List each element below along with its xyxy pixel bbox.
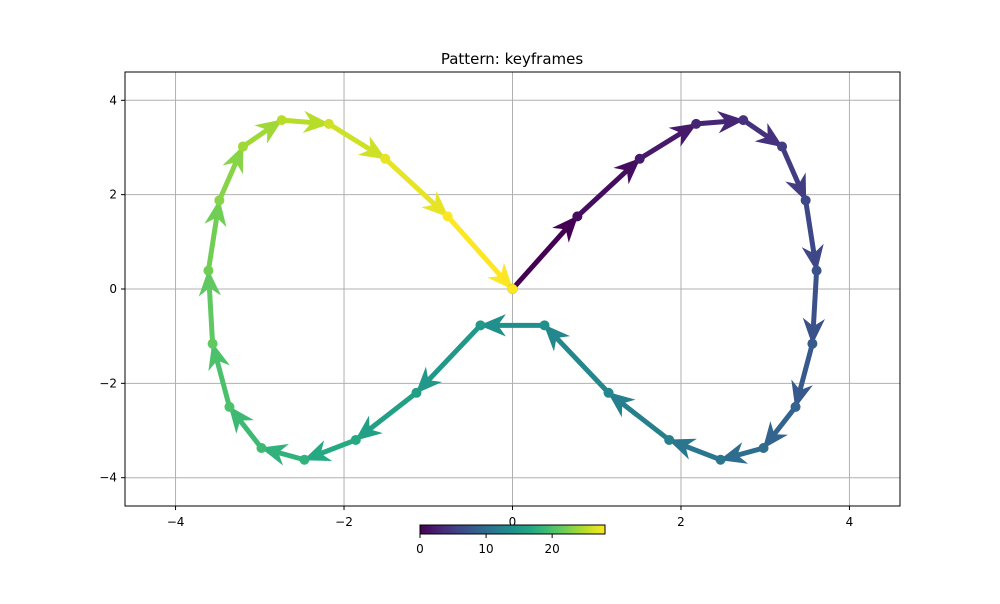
y-tick-label: 0	[109, 282, 117, 296]
arrow-head	[198, 269, 221, 297]
arrow-head	[762, 421, 788, 450]
arrow-head	[303, 440, 333, 462]
keyframe-point	[758, 442, 769, 453]
x-tick-label: 4	[846, 515, 854, 529]
arrow-head	[801, 243, 824, 272]
arrow-head	[228, 405, 254, 434]
arrow-head	[719, 442, 749, 464]
arrow-head	[791, 379, 813, 409]
keyframe-point	[738, 115, 749, 126]
arrow-head	[785, 172, 807, 202]
arrow-head	[607, 391, 636, 418]
arrow-head	[204, 199, 227, 228]
keyframe-point	[691, 118, 702, 129]
arrow-head	[421, 190, 449, 218]
arrow-head	[354, 415, 383, 441]
colorbar-bar	[419, 524, 606, 535]
arrow-head	[260, 443, 289, 466]
chart-title: Pattern: keyframes	[441, 50, 584, 68]
arrow-head	[717, 111, 745, 134]
keyframe-point	[715, 454, 726, 465]
keyframe-point	[664, 434, 675, 445]
keyframe-point	[276, 115, 287, 126]
keyframe-point	[237, 141, 248, 152]
keyframe-point	[800, 195, 811, 206]
keyframe-point	[380, 153, 391, 164]
keyframe-point	[539, 320, 550, 331]
arrows	[198, 110, 825, 466]
keyframe-points	[203, 115, 822, 465]
colorbar-tick-label: 10	[478, 542, 493, 556]
keyframe-point	[323, 118, 334, 129]
x-tick-label: −4	[167, 515, 185, 529]
keyframe-point	[807, 338, 818, 349]
keyframe-point	[634, 153, 645, 164]
axis-ticks: −4 −2 0 2 4 −4 −2 0 2 4	[99, 93, 853, 529]
y-tick-label: −4	[99, 471, 117, 485]
keyframe-point	[411, 387, 422, 398]
arrow-head	[802, 317, 825, 346]
keyframe-point	[214, 195, 225, 206]
arrow-head	[254, 119, 283, 144]
arrow-head	[415, 366, 443, 394]
keyframe-point	[475, 320, 486, 331]
keyframe-point	[256, 442, 267, 453]
keyframe-point	[207, 338, 218, 349]
y-tick-label: 4	[109, 93, 117, 107]
arrow-head	[613, 157, 641, 185]
keyframe-point	[203, 265, 214, 276]
arrow-head	[479, 314, 506, 337]
x-tick-label: −2	[335, 515, 353, 529]
keyframe-point	[350, 434, 361, 445]
y-tick-label: −2	[99, 376, 117, 390]
keyframe-point	[442, 211, 453, 222]
arrow-head	[487, 262, 514, 290]
keyframe-point	[790, 401, 801, 412]
arrow-head	[668, 123, 698, 147]
keyframe-point	[507, 284, 518, 294]
keyframe-point	[603, 387, 614, 398]
x-tick-label: 0	[509, 515, 517, 529]
arrow-head	[667, 438, 697, 460]
arrow-head	[754, 123, 784, 148]
keyframe-point	[572, 211, 583, 222]
arrow-head	[357, 135, 387, 160]
arrow-head	[208, 342, 230, 372]
colorbar: 0 10 20	[416, 524, 606, 556]
y-tick-label: 2	[109, 188, 117, 202]
keyframe-point	[811, 265, 822, 276]
arrow-head	[222, 145, 244, 175]
colorbar-tick-label: 0	[416, 542, 424, 556]
colorbar-tick-label: 20	[545, 542, 560, 556]
keyframe-point	[299, 454, 310, 465]
keyframe-point	[777, 141, 788, 152]
keyframe-point	[224, 401, 235, 412]
arrow-head	[552, 215, 579, 243]
arrow-head	[302, 110, 331, 133]
arrow-head	[543, 324, 571, 352]
x-tick-label: 2	[677, 515, 685, 529]
grid	[125, 72, 900, 506]
